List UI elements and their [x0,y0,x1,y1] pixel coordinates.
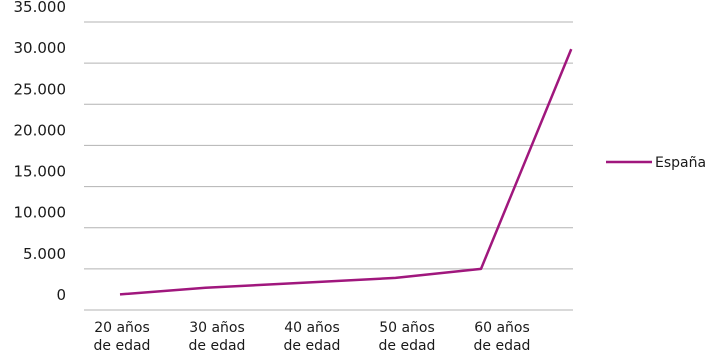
x-tick-label: 40 años de edad [284,320,341,354]
x-axis-ticks: 20 años de edad 30 años de edad 40 años de ed… [94,320,531,354]
y-tick-label: 30.000 [14,39,67,57]
series-line [119,48,573,296]
x-tick-label: 30 años de edad [189,320,246,354]
y-tick-label: 0 [56,286,66,304]
y-tick-label: 35.000 [14,0,67,16]
series-layer [119,48,573,296]
legend: España [606,155,706,171]
y-tick-label: 5.000 [23,245,66,263]
gridlines [84,21,573,311]
legend-label: España [655,155,706,171]
y-tick-label: 10.000 [14,204,67,222]
x-tick-label: 60 años de edad [474,320,531,354]
y-tick-label: 25.000 [14,80,67,98]
y-axis-ticks: 0 5.000 10.000 15.000 20.000 25.000 30.000 35.0… [14,0,67,304]
y-tick-label: 20.000 [14,121,67,139]
x-tick-label: 50 años de edad [379,320,436,354]
x-tick-label: 20 años de edad [94,320,151,354]
y-tick-label: 15.000 [14,163,67,181]
